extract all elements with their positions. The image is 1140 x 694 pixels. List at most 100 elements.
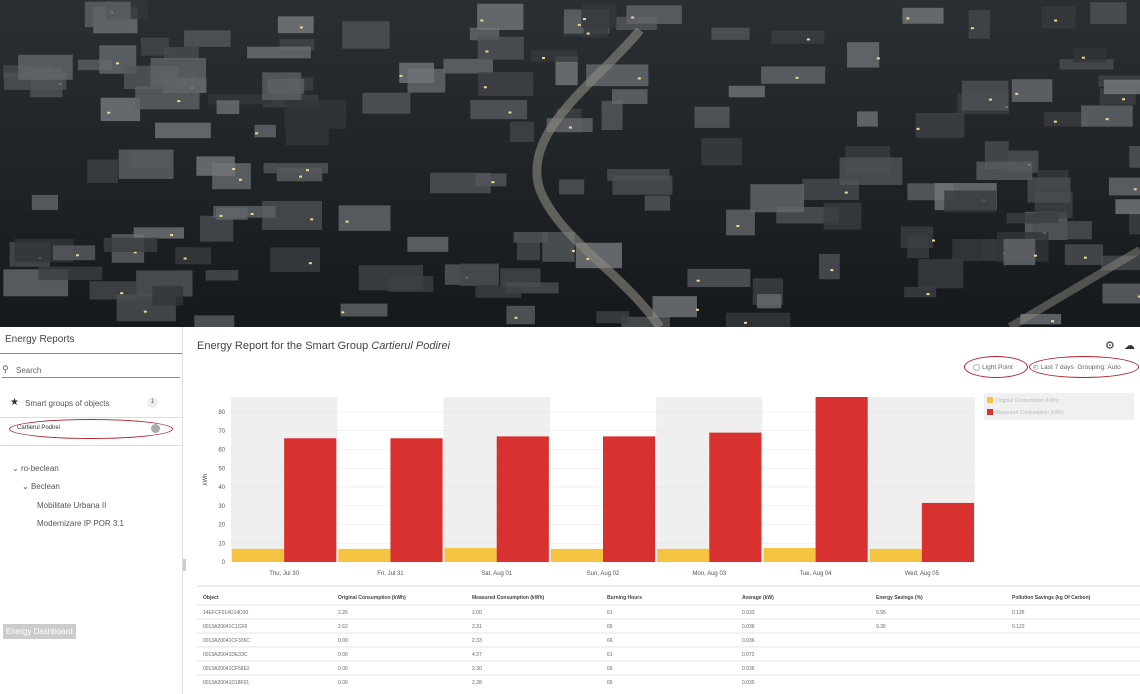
house [1090, 2, 1127, 24]
house [694, 106, 730, 128]
window-light [926, 293, 930, 296]
house [968, 9, 990, 39]
house [387, 275, 434, 292]
cell: 0.072 [742, 652, 755, 658]
window-light [250, 212, 254, 215]
cell: 9.95 [876, 610, 886, 616]
bar [496, 436, 549, 562]
bar [338, 548, 391, 562]
window-light [115, 62, 119, 65]
house [583, 24, 609, 39]
y-tick-label: 70 [218, 429, 225, 435]
window-light [637, 77, 641, 80]
tree-item[interactable]: ⌄ ro-beclean [12, 464, 59, 473]
tree-item[interactable]: Modernizare IP POR 3.1 [37, 519, 125, 528]
house [338, 205, 391, 231]
house [205, 270, 239, 281]
tree-item[interactable]: Mobilitate Urbana II [37, 501, 107, 510]
house [262, 72, 302, 100]
cell: 2.00 [472, 610, 482, 616]
window-light [133, 251, 137, 254]
house [133, 227, 184, 239]
cell: 9.36 [876, 624, 886, 630]
house [612, 175, 673, 195]
window-light [932, 239, 936, 242]
house [135, 86, 200, 110]
window-light [308, 262, 312, 265]
house [506, 282, 559, 294]
window-light [696, 279, 700, 282]
house [621, 316, 670, 327]
smart-groups[interactable]: Smart groups of objects [25, 399, 110, 408]
window-light [830, 269, 834, 272]
tree-item[interactable]: ⌄ Beclean [22, 482, 60, 491]
house [475, 286, 522, 298]
bar [550, 548, 603, 562]
cell: 0.00 [338, 666, 348, 672]
bar [603, 436, 656, 562]
house [904, 286, 937, 298]
house [530, 49, 578, 62]
cell: 14EFCF014D14D30 [203, 610, 249, 616]
window-light [577, 23, 581, 26]
legend-swatch [987, 397, 993, 403]
search-icon: ⚲ [2, 364, 9, 374]
column-header: Original Consumption (kWh) [338, 595, 406, 601]
window-light [480, 19, 484, 22]
window-light [310, 218, 314, 221]
legend-swatch [987, 409, 993, 415]
cell: 0013A20041DE33C [203, 652, 248, 658]
house [516, 242, 540, 261]
house [961, 80, 1009, 111]
house [761, 66, 826, 84]
house [399, 62, 435, 83]
window-light [238, 178, 242, 181]
cell: 0.00 [338, 638, 348, 644]
house [31, 194, 58, 211]
cell: 61 [607, 610, 613, 616]
window-light [631, 16, 635, 19]
house [506, 305, 535, 325]
x-tick-label: Wed, Aug 05 [905, 571, 940, 577]
house [726, 209, 755, 236]
house [1129, 146, 1140, 168]
x-tick-label: Tue, Aug 04 [800, 571, 833, 577]
city-photo [0, 0, 1140, 327]
house [626, 5, 682, 24]
window-light [232, 168, 236, 171]
window-light [306, 169, 310, 172]
house [279, 39, 315, 51]
house [611, 89, 648, 104]
x-tick-label: Sun, Aug 02 [587, 571, 620, 577]
settings-icon[interactable]: ⚙ [1105, 340, 1115, 352]
y-tick-label: 0 [222, 560, 226, 566]
house [103, 237, 158, 253]
search-box[interactable]: ⚲ Search [2, 363, 180, 378]
house [915, 112, 965, 138]
window-light [1122, 98, 1126, 101]
column-header: Object [203, 595, 219, 601]
cell: 0013A20041CF336C [203, 638, 250, 644]
house [847, 42, 880, 68]
resize-handle [183, 559, 186, 571]
house [1059, 59, 1114, 70]
house [152, 285, 184, 306]
bar [390, 438, 443, 562]
dashboard-button[interactable]: Energy Dashboard [3, 624, 76, 639]
house [362, 92, 411, 114]
house [155, 122, 211, 139]
window-light [219, 214, 223, 217]
house [118, 149, 174, 179]
house [199, 215, 234, 242]
house [839, 157, 903, 186]
house [771, 30, 825, 44]
window-light [107, 111, 111, 114]
bar [921, 502, 974, 562]
house [907, 235, 929, 259]
window-light [542, 56, 546, 59]
house [1103, 79, 1140, 95]
window-light [514, 316, 518, 319]
y-tick-label: 10 [218, 541, 225, 547]
sidebar-title: Energy Reports [5, 334, 75, 345]
cloud-icon[interactable]: ☁ [1124, 340, 1135, 352]
